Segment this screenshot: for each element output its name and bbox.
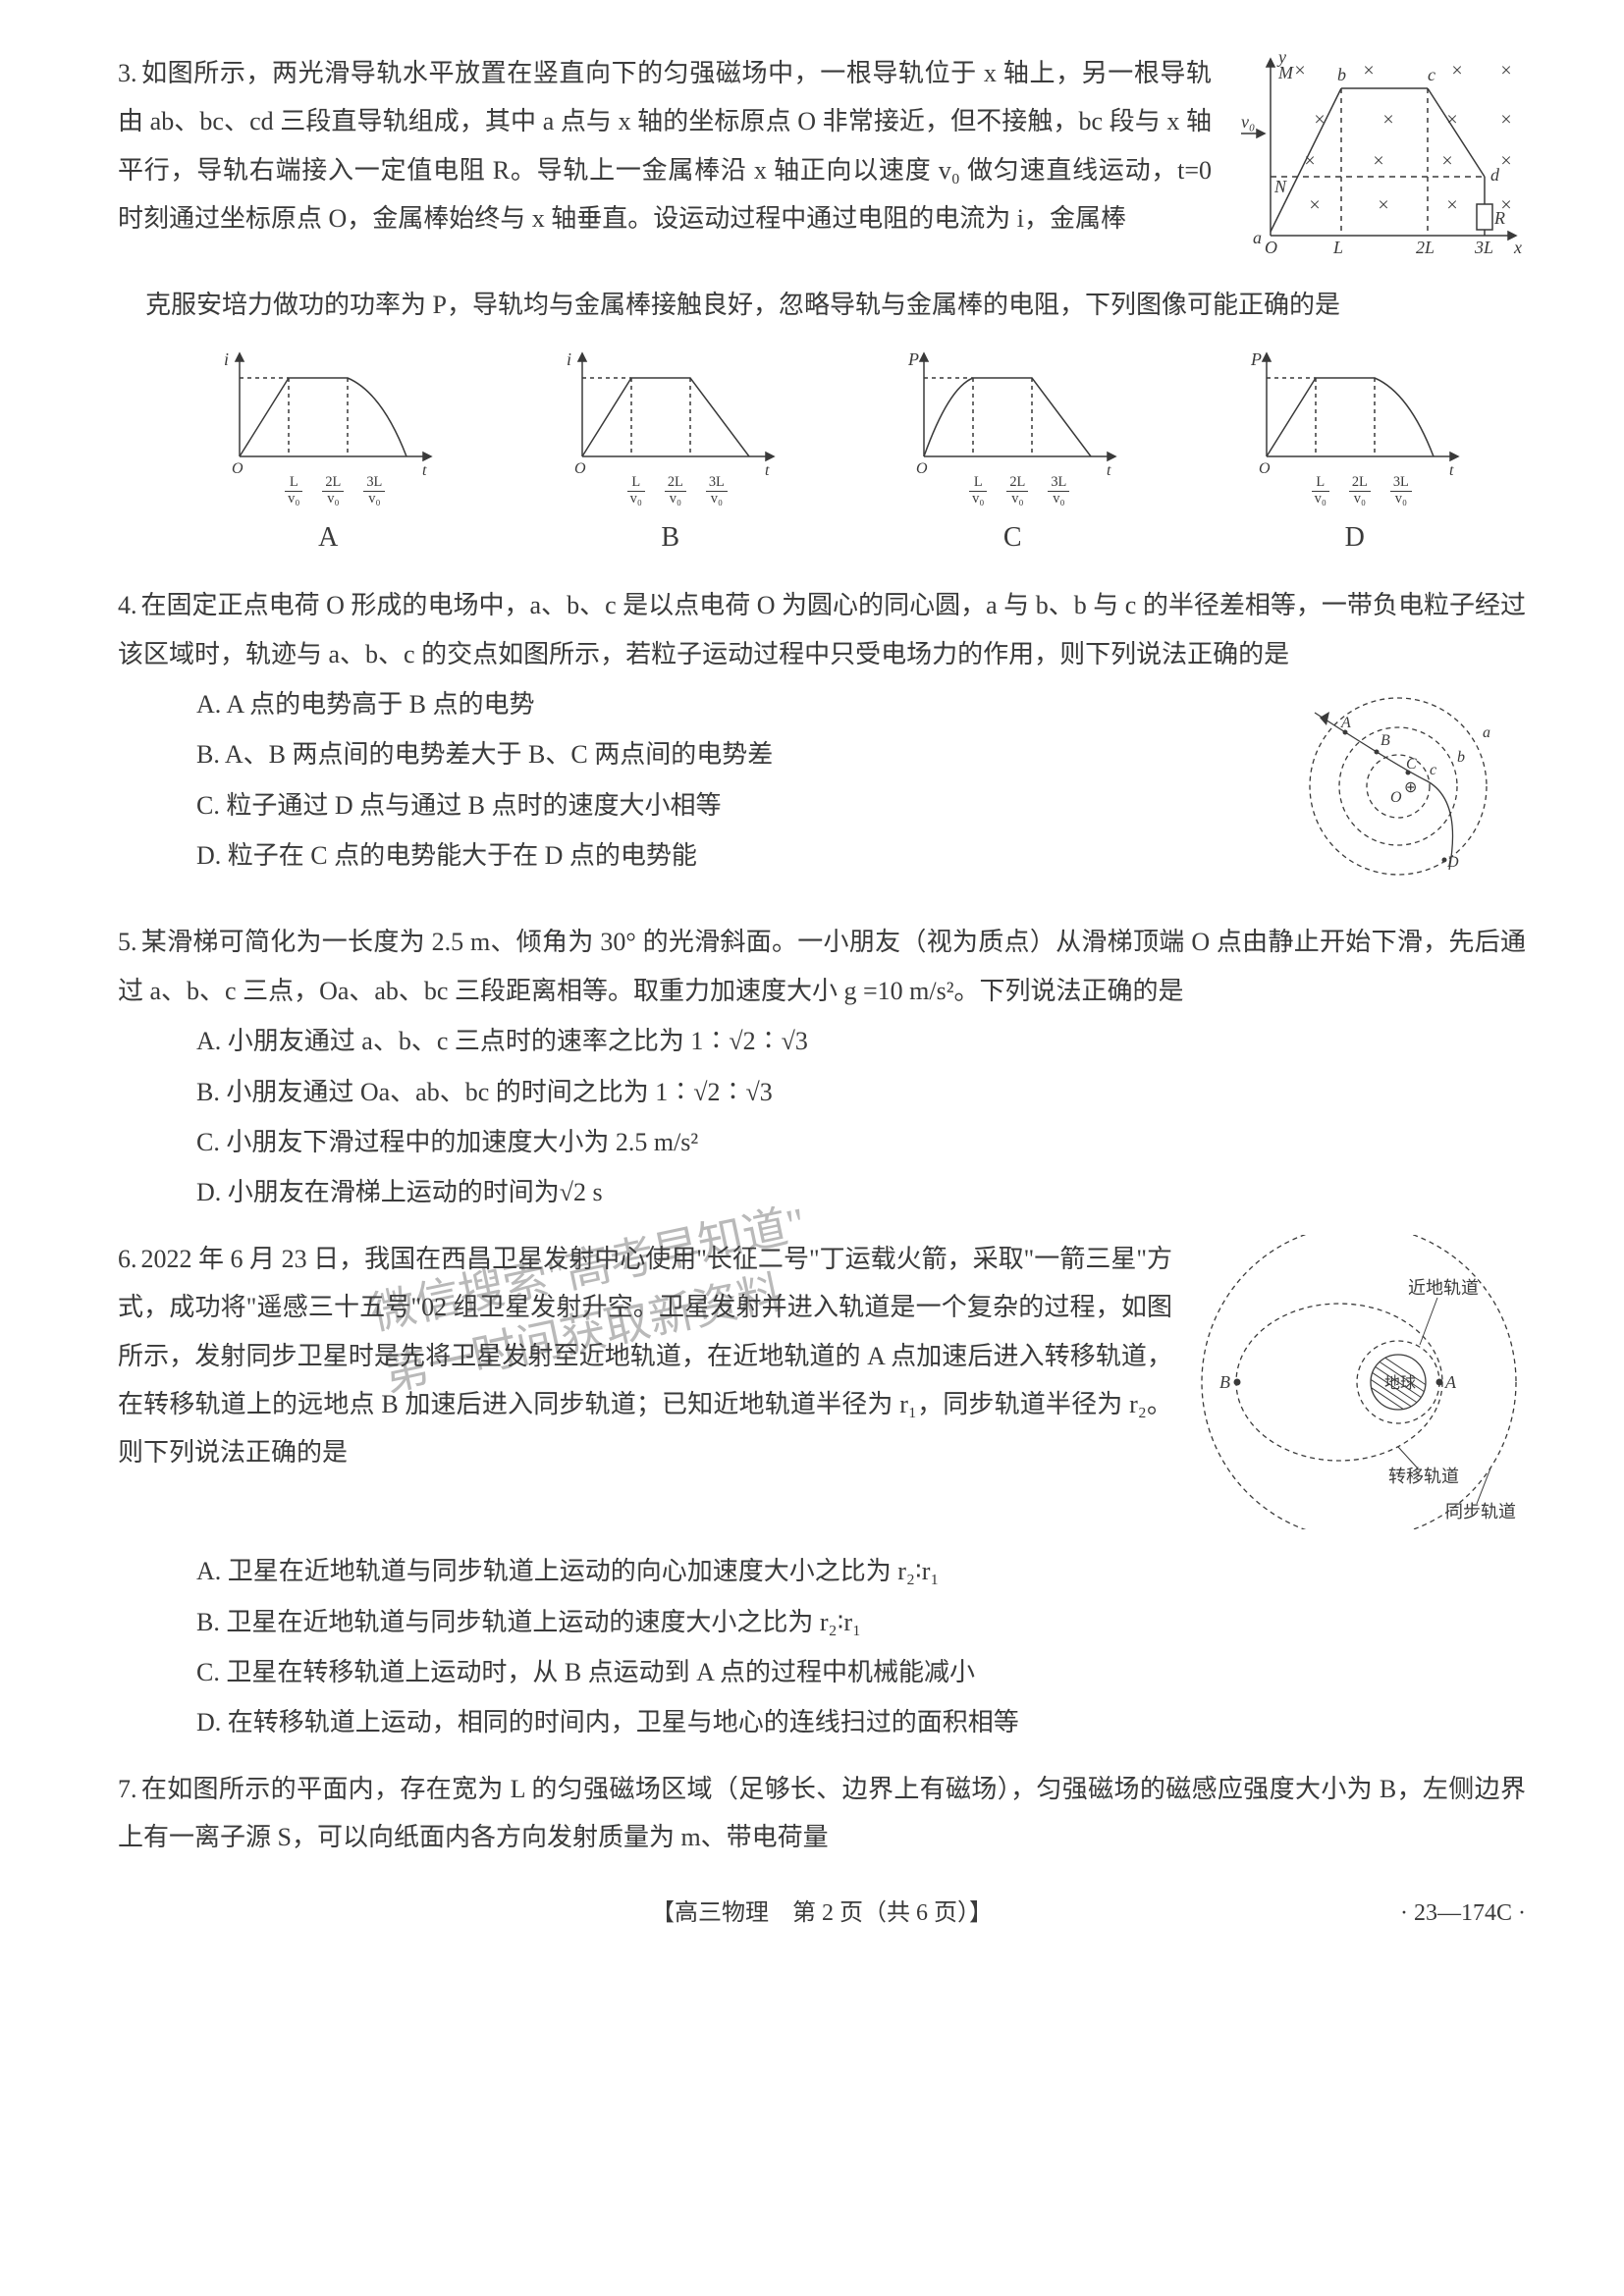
footer-center: 【高三物理 第 2 页（共 6 页）】 [651, 1892, 993, 1937]
svg-text:同步轨道: 同步轨道 [1445, 1502, 1516, 1522]
svg-text:B: B [1380, 732, 1390, 749]
svg-text:×: × [1451, 60, 1462, 81]
svg-text:O: O [1265, 238, 1277, 257]
svg-text:×: × [1314, 109, 1325, 131]
svg-text:B: B [1219, 1372, 1230, 1392]
svg-text:×: × [1309, 194, 1320, 216]
svg-text:×: × [1373, 150, 1383, 172]
q6-opt-D: D. 在转移轨道上运动，相同的时间内，卫星与地心的连线扫过的面积相等 [196, 1698, 1526, 1746]
svg-text:c: c [1430, 762, 1436, 778]
svg-text:×: × [1441, 150, 1452, 172]
svg-text:O: O [1390, 789, 1402, 806]
q4-opt-B: B. A、B 两点间的电势差大于 B、C 两点间的电势差 [196, 730, 1261, 778]
svg-text:O: O [574, 460, 586, 477]
q5-opt-C: C. 小朋友下滑过程中的加速度大小为 2.5 m/s² [196, 1118, 1526, 1166]
svg-text:b: b [1457, 749, 1465, 766]
svg-text:t: t [765, 462, 770, 479]
svg-text:×: × [1500, 150, 1511, 172]
svg-text:×: × [1446, 109, 1457, 131]
question-5: 5.某滑梯可简化为一长度为 2.5 m、倾角为 30° 的光滑斜面。一小朋友（视… [118, 918, 1526, 1216]
svg-text:×: × [1500, 109, 1511, 131]
svg-text:x: x [1513, 238, 1522, 257]
q6-text: 2022 年 6 月 23 日，我国在西昌卫星发射中心使用"长征二号"丁运载火箭… [118, 1245, 1172, 1468]
svg-text:P: P [907, 349, 919, 369]
svg-text:×: × [1446, 194, 1457, 216]
q5-opt-B: B. 小朋友通过 Oa、ab、bc 的时间之比为 1∶√2∶√3 [196, 1068, 1526, 1116]
svg-text:⊕: ⊕ [1404, 779, 1417, 796]
svg-text:R: R [1493, 208, 1505, 228]
q6-opt-A: A. 卫星在近地轨道与同步轨道上运动的向心加速度大小之比为 r₂∶r₁ [196, 1547, 1526, 1595]
svg-text:d: d [1490, 165, 1500, 185]
q3-text-2: 克服安培力做功的功率为 P，导轨均与金属棒接触良好，忽略导轨与金属棒的电阻，下列… [118, 281, 1526, 329]
q3-label-D: D [1237, 511, 1473, 563]
svg-text:D: D [1446, 854, 1459, 871]
q3-graph-C: P O t Lv₀ 2Lv₀ 3Lv₀ C [894, 344, 1130, 563]
svg-text:2L: 2L [1416, 238, 1435, 257]
svg-text:×: × [1304, 150, 1315, 172]
q4-opt-D: D. 粒子在 C 点的电势能大于在 D 点的电势能 [196, 831, 1261, 880]
svg-text:t: t [422, 462, 427, 479]
q3-number: 3. [118, 59, 137, 87]
svg-text:N: N [1273, 177, 1287, 196]
svg-text:×: × [1378, 194, 1388, 216]
q3-text-1: 如图所示，两光滑导轨水平放置在竖直向下的匀强磁场中，一根导轨位于 x 轴上，另一… [118, 59, 1212, 233]
svg-text:O: O [232, 460, 244, 477]
svg-text:i: i [224, 349, 229, 369]
svg-text:转移轨道: 转移轨道 [1388, 1467, 1459, 1486]
question-4: 4.在固定正点电荷 O 形成的电场中，a、b、c 是以点电荷 O 为圆心的同心圆… [118, 581, 1526, 900]
svg-text:近地轨道: 近地轨道 [1408, 1278, 1479, 1298]
q3-diagram: ×××× ×××× ×××× ×××× M b c d R N a O [1231, 49, 1526, 281]
svg-text:P: P [1250, 349, 1262, 369]
svg-text:A: A [1340, 715, 1351, 731]
question-3: 3.如图所示，两光滑导轨水平放置在竖直向下的匀强磁场中，一根导轨位于 x 轴上，… [118, 49, 1526, 563]
q5-number: 5. [118, 928, 137, 956]
q4-text: 在固定正点电荷 O 形成的电场中，a、b、c 是以点电荷 O 为圆心的同心圆，a… [118, 591, 1526, 667]
svg-text:y: y [1276, 49, 1286, 67]
svg-text:t: t [1107, 462, 1111, 479]
svg-text:O: O [1259, 460, 1271, 477]
q5-text: 某滑梯可简化为一长度为 2.5 m、倾角为 30° 的光滑斜面。一小朋友（视为质… [118, 928, 1526, 1004]
q3-graph-B: i O t Lv₀ 2Lv₀ 3Lv₀ B [553, 344, 788, 563]
question-6: 6.2022 年 6 月 23 日，我国在西昌卫星发射中心使用"长征二号"丁运载… [118, 1235, 1526, 1747]
q3-option-graphs: i O t Lv₀ 2Lv₀ 3Lv₀ A [157, 344, 1526, 563]
svg-text:×: × [1500, 60, 1511, 81]
svg-text:×: × [1382, 109, 1393, 131]
q4-opt-A: A. A 点的电势高于 B 点的电势 [196, 680, 1261, 728]
svg-text:C: C [1406, 756, 1417, 773]
q6-opt-B: B. 卫星在近地轨道与同步轨道上运动的速度大小之比为 r₂∶r₁ [196, 1598, 1526, 1646]
svg-text:v₀: v₀ [1241, 112, 1255, 132]
q7-number: 7. [118, 1775, 137, 1803]
question-7: 7.在如图所示的平面内，存在宽为 L 的匀强磁场区域（足够长、边界上有磁场），匀… [118, 1765, 1526, 1862]
q4-diagram: a b c A B C D O ⊕ [1280, 678, 1526, 900]
svg-text:×: × [1294, 60, 1305, 81]
svg-text:a: a [1253, 228, 1262, 247]
q3-graph-A: i O t Lv₀ 2Lv₀ 3Lv₀ A [210, 344, 446, 563]
svg-text:t: t [1449, 462, 1454, 479]
svg-text:×: × [1363, 60, 1374, 81]
svg-text:地球: 地球 [1384, 1374, 1416, 1392]
footer-right: · 23—174C · [1400, 1892, 1526, 1937]
svg-text:3L: 3L [1474, 238, 1493, 257]
svg-text:A: A [1444, 1372, 1457, 1392]
svg-text:b: b [1337, 65, 1346, 84]
q6-opt-C: C. 卫星在转移轨道上运动时，从 B 点运动到 A 点的过程中机械能减小 [196, 1648, 1526, 1696]
q5-opt-A: A. 小朋友通过 a、b、c 三点时的速率之比为 1∶√2∶√3 [196, 1017, 1526, 1065]
q3-graph-D: P O t Lv₀ 2Lv₀ 3Lv₀ D [1237, 344, 1473, 563]
page-footer: 【高三物理 第 2 页（共 6 页）】 · 23—174C · [118, 1892, 1526, 1937]
q3-label-C: C [894, 511, 1130, 563]
q4-opt-C: C. 粒子通过 D 点与通过 B 点时的速度大小相等 [196, 781, 1261, 829]
q4-number: 4. [118, 591, 137, 619]
svg-text:L: L [1332, 238, 1343, 257]
q5-opt-D: D. 小朋友在滑梯上运动的时间为√2 s [196, 1168, 1526, 1216]
q6-number: 6. [118, 1245, 137, 1273]
svg-text:a: a [1483, 724, 1490, 741]
q6-diagram: A B 地球 近地轨道 转移轨道 同步轨道 [1192, 1235, 1526, 1545]
svg-text:c: c [1428, 65, 1435, 84]
q3-label-B: B [553, 511, 788, 563]
q3-label-A: A [210, 511, 446, 563]
svg-text:i: i [567, 349, 571, 369]
q7-text: 在如图所示的平面内，存在宽为 L 的匀强磁场区域（足够长、边界上有磁场），匀强磁… [118, 1775, 1526, 1851]
svg-text:O: O [916, 460, 928, 477]
